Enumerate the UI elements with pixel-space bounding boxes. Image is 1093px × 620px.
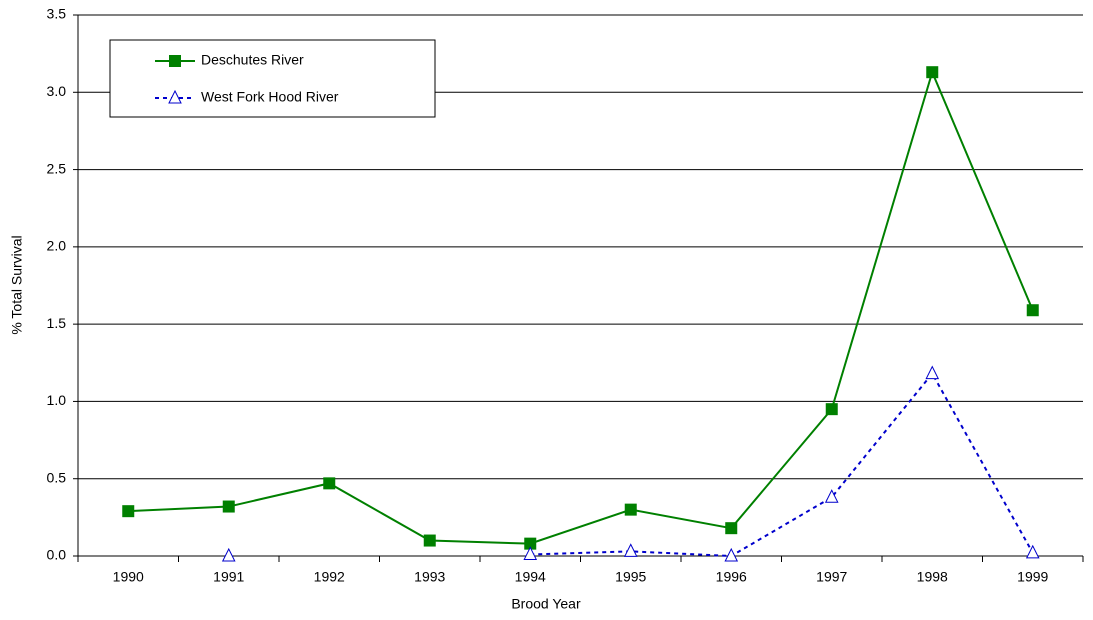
data-point (926, 66, 939, 79)
series-line (128, 69, 1034, 545)
y-axis-label: % Total Survival (9, 235, 25, 334)
y-tick-label: 0.5 (47, 469, 67, 485)
data-point (824, 489, 839, 503)
y-tick-label: 3.0 (47, 83, 67, 99)
x-tick-label: 1998 (917, 569, 948, 585)
x-tick-label: 1990 (113, 569, 144, 585)
data-point (524, 537, 537, 550)
data-point (1026, 304, 1039, 317)
y-tick-label: 2.5 (47, 160, 67, 176)
data-point (222, 500, 235, 513)
data-point (725, 522, 738, 535)
data-point (825, 403, 838, 416)
x-tick-label: 1996 (716, 569, 747, 585)
data-point (623, 543, 638, 557)
legend-box (109, 39, 436, 118)
data-point (624, 503, 637, 516)
x-tick-label: 1994 (515, 569, 546, 585)
legend-label: Deschutes River (201, 52, 304, 68)
data-point (122, 505, 135, 518)
legend-marker (169, 55, 181, 67)
data-point (724, 547, 739, 562)
x-tick-label: 1992 (314, 569, 345, 585)
data-point (323, 477, 336, 490)
legend-marker (168, 89, 182, 104)
legend-label: West Fork Hood River (201, 89, 339, 105)
data-point (221, 547, 236, 562)
data-point (423, 534, 436, 547)
y-tick-label: 1.5 (47, 315, 67, 331)
x-tick-label: 1995 (615, 569, 646, 585)
y-tick-label: 2.0 (47, 238, 67, 254)
x-tick-label: 1999 (1017, 569, 1048, 585)
series-line (530, 371, 1034, 558)
y-tick-label: 3.5 (47, 6, 67, 22)
x-tick-label: 1993 (414, 569, 445, 585)
x-tick-label: 1997 (816, 569, 847, 585)
x-tick-label: 1991 (213, 569, 244, 585)
data-point (925, 365, 940, 380)
data-point (523, 546, 538, 560)
data-point (1025, 544, 1040, 559)
x-axis-label: Brood Year (511, 596, 581, 612)
y-tick-label: 1.0 (47, 392, 67, 408)
y-tick-label: 0.0 (47, 547, 67, 563)
